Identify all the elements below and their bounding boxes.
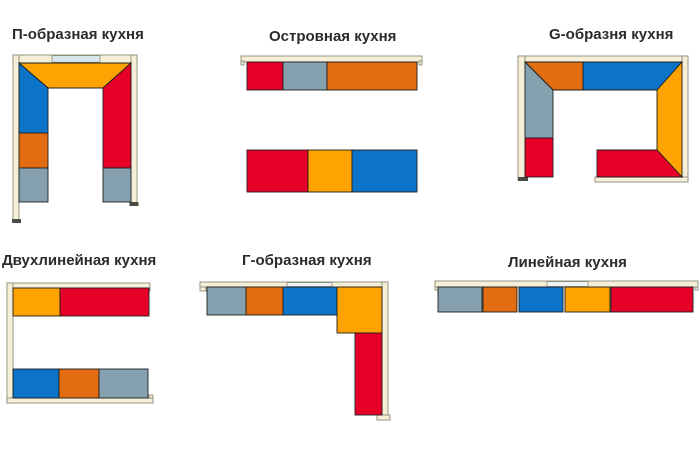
linear-amber	[564, 286, 611, 313]
u-left-counter-orange	[18, 132, 49, 169]
u-left-counter-gray	[18, 167, 49, 203]
g-left-counter-red	[524, 137, 554, 178]
wall-top	[240, 55, 423, 63]
wall-end-tick	[240, 60, 245, 66]
wall-right	[130, 54, 138, 206]
wall-top	[517, 55, 689, 63]
twoline-top-amber	[12, 287, 61, 317]
wall-left	[6, 282, 14, 404]
wall-right	[381, 281, 389, 417]
wall-end-cap	[518, 177, 528, 181]
l-top-gray	[206, 286, 247, 316]
wall-end-tick	[418, 60, 423, 66]
linear-blue	[518, 286, 564, 313]
wall-top	[6, 282, 151, 289]
u-right-counter-gray	[102, 167, 132, 203]
diagram-two-line-kitchen	[6, 282, 154, 404]
wall-end-cap	[12, 219, 21, 223]
wall-bottom	[6, 397, 154, 404]
title-two-line-kitchen: Двухлинейная кухня	[2, 252, 157, 269]
diagram-island-kitchen	[240, 55, 423, 193]
title-u-shaped-kitchen: П-образная кухня	[12, 26, 144, 43]
window	[51, 55, 101, 63]
title-island-kitchen: Островная кухня	[269, 28, 397, 45]
wall-end-tick	[148, 394, 154, 399]
diagram-l-shaped-kitchen	[199, 281, 391, 421]
twoline-bottom-blue	[12, 368, 60, 399]
g-bottom-counter-red	[596, 149, 684, 178]
island-wallline-gray	[282, 61, 328, 91]
island-block-amber	[307, 149, 353, 193]
twoline-top-red	[59, 287, 150, 317]
wall-left	[517, 55, 526, 181]
island-wallline-red	[246, 61, 284, 91]
linear-gray	[437, 286, 483, 313]
l-corner-amber	[336, 286, 383, 334]
wall-right	[681, 55, 689, 183]
linear-red	[610, 286, 694, 313]
island-wallline-orange	[326, 61, 418, 91]
island-block-red	[246, 149, 309, 193]
title-l-shaped-kitchen: Г-образная кухня	[242, 252, 372, 269]
linear-orange	[482, 286, 518, 313]
wall-end-tick	[199, 286, 207, 292]
l-right-red	[354, 332, 383, 416]
l-top-blue	[282, 286, 338, 316]
window	[546, 281, 589, 288]
l-top-orange	[245, 286, 284, 316]
twoline-bottom-gray	[98, 368, 149, 399]
island-block-blue	[351, 149, 418, 193]
wall-end-cap	[129, 202, 139, 206]
wall-bottom	[594, 176, 689, 183]
diagram-g-shaped-kitchen	[517, 55, 689, 183]
window	[286, 282, 333, 288]
diagram-linear-kitchen	[434, 280, 699, 313]
wall-left	[12, 54, 20, 223]
title-g-shaped-kitchen: G-образня кухня	[549, 26, 674, 43]
title-linear-kitchen: Линейная кухня	[508, 254, 627, 271]
twoline-bottom-orange	[58, 368, 100, 399]
diagram-u-shaped-kitchen	[12, 54, 139, 223]
wall-end-tick	[434, 286, 439, 291]
wall-foot	[376, 414, 391, 421]
wall-end-tick	[694, 286, 699, 291]
